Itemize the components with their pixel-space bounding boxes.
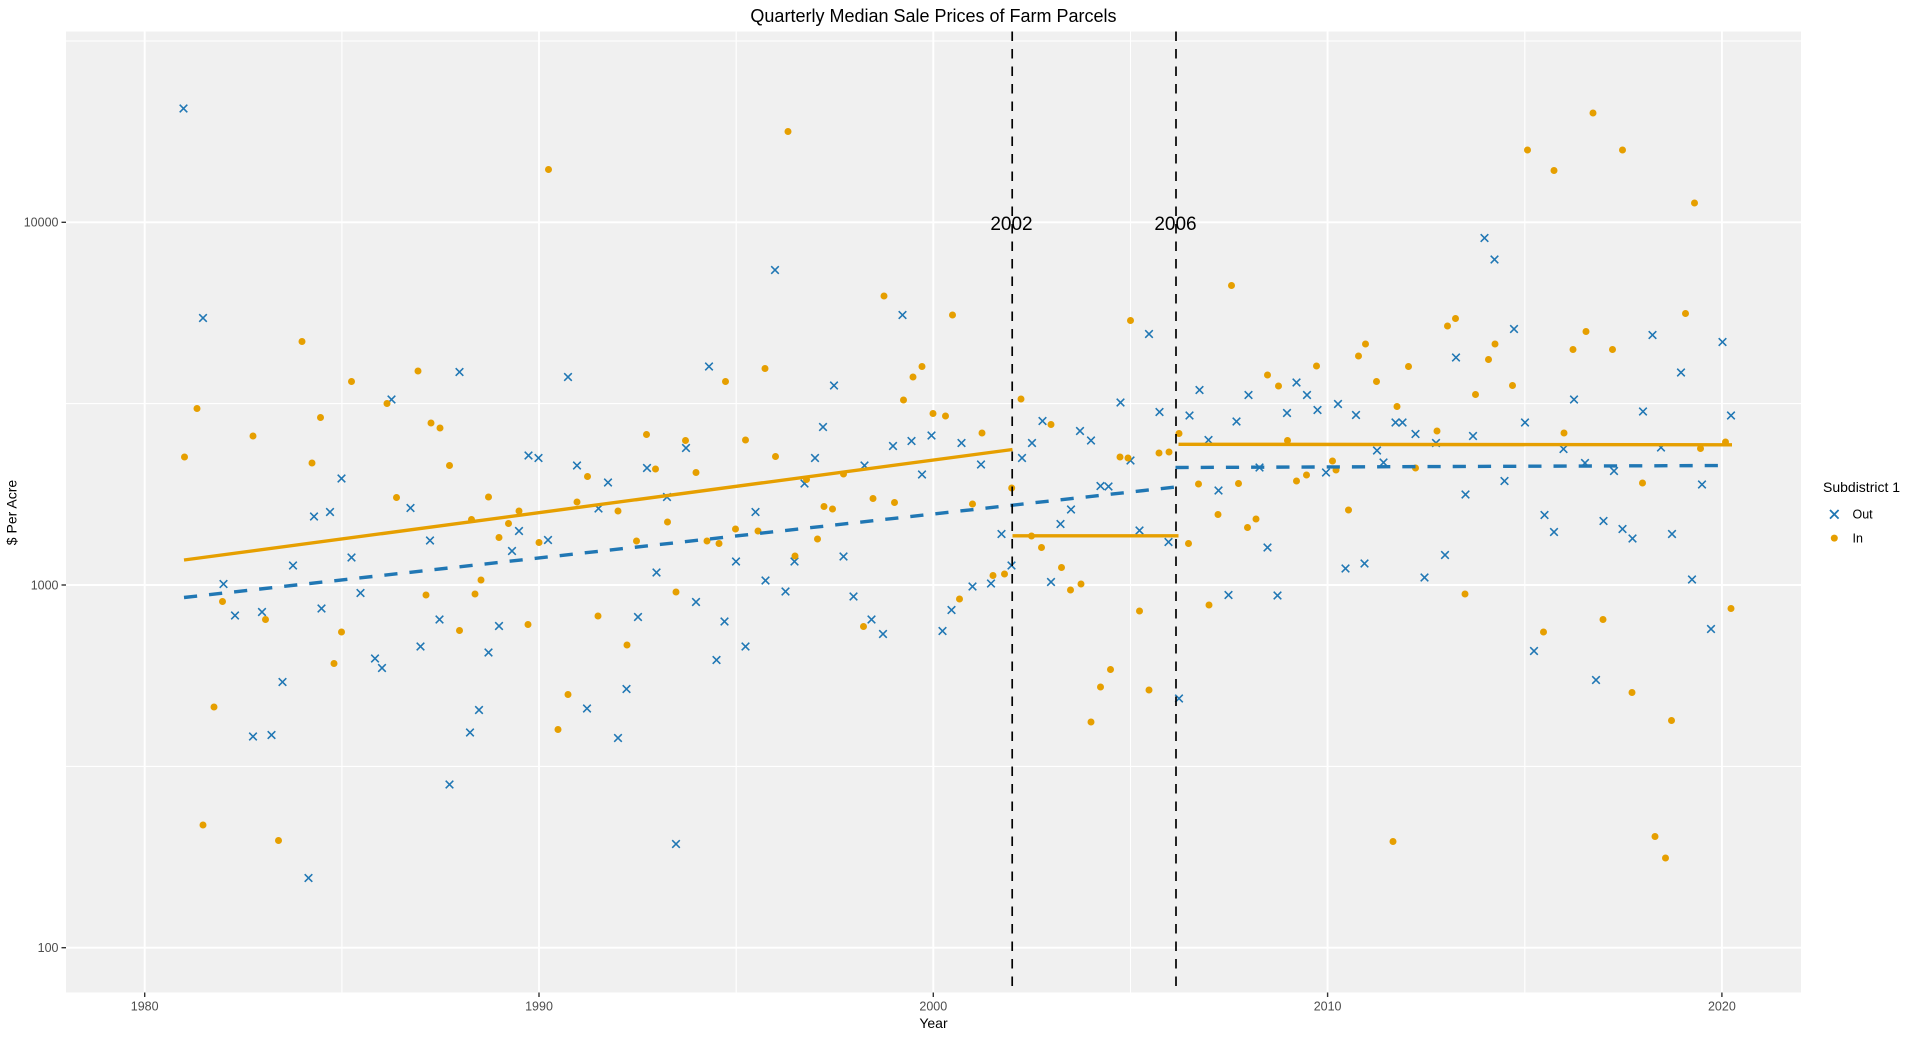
svg-text:10000: 10000: [24, 216, 59, 230]
svg-text:1990: 1990: [525, 1000, 553, 1014]
svg-text:Out: Out: [1853, 508, 1874, 522]
svg-text:100: 100: [38, 941, 59, 955]
svg-text:Subdistrict 1: Subdistrict 1: [1823, 479, 1900, 495]
svg-text:2002: 2002: [990, 214, 1032, 235]
svg-text:2020: 2020: [1708, 1000, 1736, 1014]
svg-text:1000: 1000: [31, 578, 59, 592]
svg-text:$ Per Acre: $ Per Acre: [4, 480, 20, 546]
svg-text:2010: 2010: [1314, 1000, 1342, 1014]
svg-text:1980: 1980: [131, 1000, 159, 1014]
svg-text:Quarterly Median Sale Prices o: Quarterly Median Sale Prices of Farm Par…: [750, 6, 1116, 26]
svg-text:In: In: [1853, 532, 1863, 546]
svg-text:2000: 2000: [919, 1000, 947, 1014]
svg-text:Year: Year: [919, 1015, 948, 1031]
svg-text:2006: 2006: [1154, 214, 1196, 235]
